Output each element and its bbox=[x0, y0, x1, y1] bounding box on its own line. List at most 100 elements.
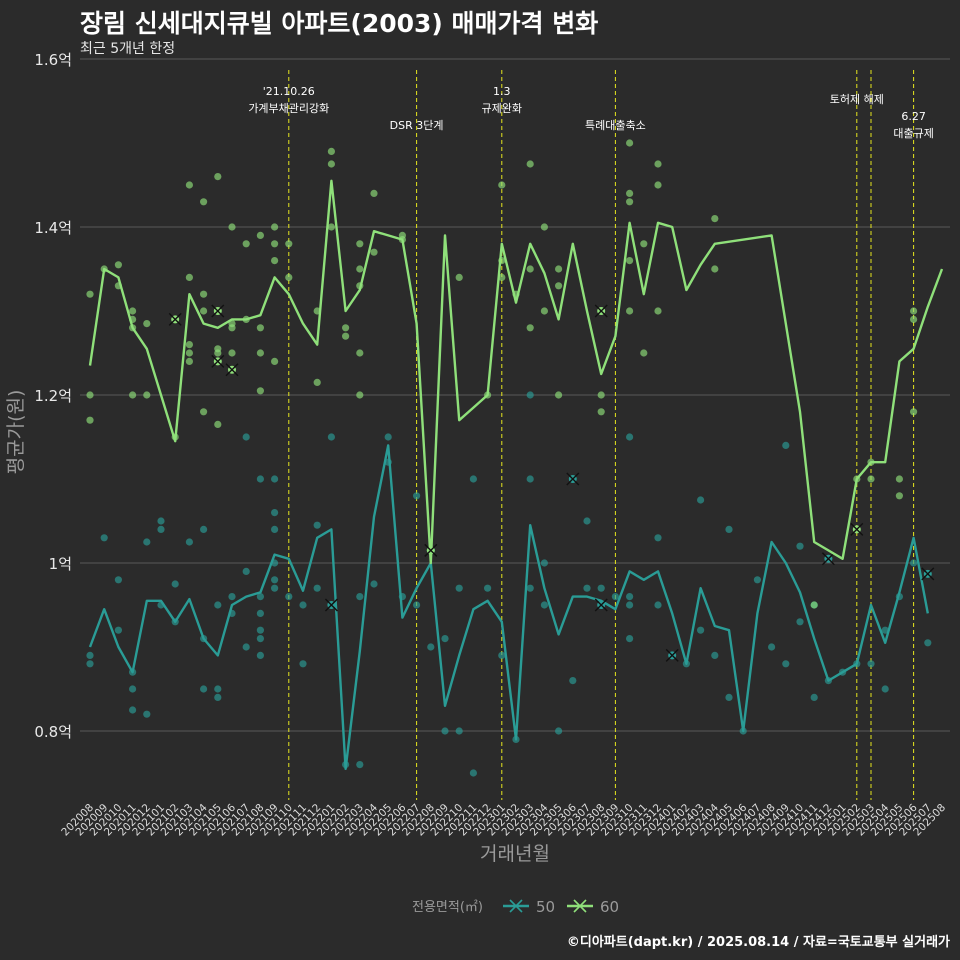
series-50-point bbox=[555, 727, 563, 735]
cross-stroke bbox=[665, 648, 679, 662]
series-50-point bbox=[455, 584, 463, 592]
series-50-point bbox=[271, 475, 279, 483]
series-60-point bbox=[356, 265, 364, 273]
series-60-point bbox=[526, 265, 534, 273]
series-60-point bbox=[597, 408, 605, 416]
series-50-point bbox=[469, 769, 477, 777]
series-60-point bbox=[910, 307, 918, 315]
series-60-point bbox=[271, 257, 279, 265]
series-50-point bbox=[540, 559, 549, 567]
legend-swatch-cross bbox=[509, 899, 523, 913]
series-60-cross-marker bbox=[211, 304, 225, 318]
series-50-point bbox=[242, 567, 250, 576]
series-60-point bbox=[256, 349, 264, 357]
series-60-point bbox=[256, 324, 264, 332]
legend-label: 50 bbox=[536, 898, 555, 916]
series-60-point bbox=[143, 391, 151, 399]
series-60-point bbox=[185, 181, 193, 189]
series-50-cross-marker bbox=[921, 567, 935, 581]
series-60-point bbox=[271, 357, 279, 365]
legend-swatch-cross bbox=[573, 899, 587, 913]
series-60-point bbox=[256, 387, 264, 395]
series-50-point bbox=[356, 761, 364, 769]
series-50-point bbox=[626, 593, 634, 601]
series-50-point bbox=[129, 685, 137, 693]
series-60-point bbox=[455, 273, 463, 281]
series-60-point bbox=[200, 408, 208, 416]
series-60-point bbox=[640, 240, 648, 248]
series-50-point bbox=[413, 601, 421, 609]
series-60-cross-marker bbox=[594, 304, 608, 318]
series-60-point bbox=[555, 265, 563, 273]
series-50-point bbox=[796, 542, 804, 550]
series-50-point bbox=[271, 584, 279, 592]
series-60-cross-marker bbox=[225, 363, 239, 377]
series-60-point bbox=[640, 349, 648, 357]
series-60-point bbox=[597, 391, 605, 399]
cross-stroke bbox=[850, 522, 864, 536]
series-60-point bbox=[555, 282, 563, 290]
legend-item-50: 50 bbox=[503, 898, 555, 916]
series-60-point bbox=[895, 475, 904, 483]
series-50-point bbox=[768, 643, 776, 651]
series-60-point bbox=[810, 601, 818, 609]
series-50-point bbox=[228, 593, 236, 601]
series-60-point bbox=[654, 181, 662, 189]
series-60-cross-marker bbox=[211, 354, 225, 368]
series-50-point bbox=[626, 601, 634, 609]
series-60-line bbox=[88, 179, 944, 565]
series-60-point bbox=[185, 357, 193, 365]
series-50-point bbox=[356, 593, 364, 601]
series-60-point bbox=[200, 198, 208, 206]
series-50-point bbox=[626, 635, 634, 643]
series-60-point bbox=[271, 240, 279, 248]
policy-event-label: 대출규제 bbox=[893, 127, 933, 140]
series-60-point bbox=[526, 324, 534, 332]
cross-stroke bbox=[168, 312, 182, 326]
series-60-cross-marker bbox=[424, 543, 438, 557]
series-50-point bbox=[214, 685, 222, 693]
series-50-point bbox=[299, 601, 307, 609]
series-60-cross-marker bbox=[850, 522, 864, 536]
series-50-point bbox=[469, 475, 477, 483]
series-50-point bbox=[583, 584, 591, 592]
series-50-point bbox=[384, 433, 392, 441]
series-60-point bbox=[228, 349, 236, 357]
series-60-point bbox=[200, 290, 208, 298]
series-50-point bbox=[796, 618, 804, 626]
legend-title: 전용면적(㎡) bbox=[412, 900, 483, 915]
series-50-point bbox=[626, 433, 634, 441]
series-60-point bbox=[342, 324, 350, 332]
series-60-point bbox=[910, 315, 918, 323]
series-60-point bbox=[711, 265, 719, 273]
series-60-point bbox=[626, 257, 634, 265]
series-50-point bbox=[313, 521, 321, 529]
policy-event-label: 6.27 bbox=[901, 110, 926, 123]
series-60-point bbox=[626, 139, 634, 147]
chart-title: 장림 신세대지큐빌 아파트(2003) 매매가격 변화 bbox=[80, 9, 599, 38]
policy-event-label: DSR 3단계 bbox=[390, 119, 444, 132]
series-50-cross-marker bbox=[594, 598, 608, 612]
series-50-point bbox=[271, 525, 279, 534]
policy-event-label: 1.3 bbox=[493, 85, 511, 98]
series-50-point bbox=[569, 677, 577, 685]
series-60-point bbox=[143, 320, 151, 328]
series-60-point bbox=[214, 420, 222, 428]
series-50-point bbox=[143, 538, 151, 546]
series-50-point bbox=[782, 441, 790, 449]
series-50-point bbox=[441, 635, 449, 643]
series-50-point bbox=[271, 508, 279, 517]
series-60-point bbox=[129, 307, 137, 315]
series-60-point bbox=[114, 261, 122, 269]
series-60-point bbox=[86, 290, 94, 298]
y-axis-title: 평균가(원) bbox=[5, 390, 27, 475]
policy-event-label: 규제완화 bbox=[482, 102, 522, 115]
series-60-point bbox=[498, 181, 506, 189]
y-tick-label: 0.8억 bbox=[34, 723, 72, 741]
series-50-point bbox=[200, 525, 208, 534]
cross-stroke bbox=[211, 304, 225, 318]
cross-stroke bbox=[324, 598, 338, 612]
series-50-point bbox=[455, 727, 463, 735]
series-60-point bbox=[129, 391, 137, 399]
